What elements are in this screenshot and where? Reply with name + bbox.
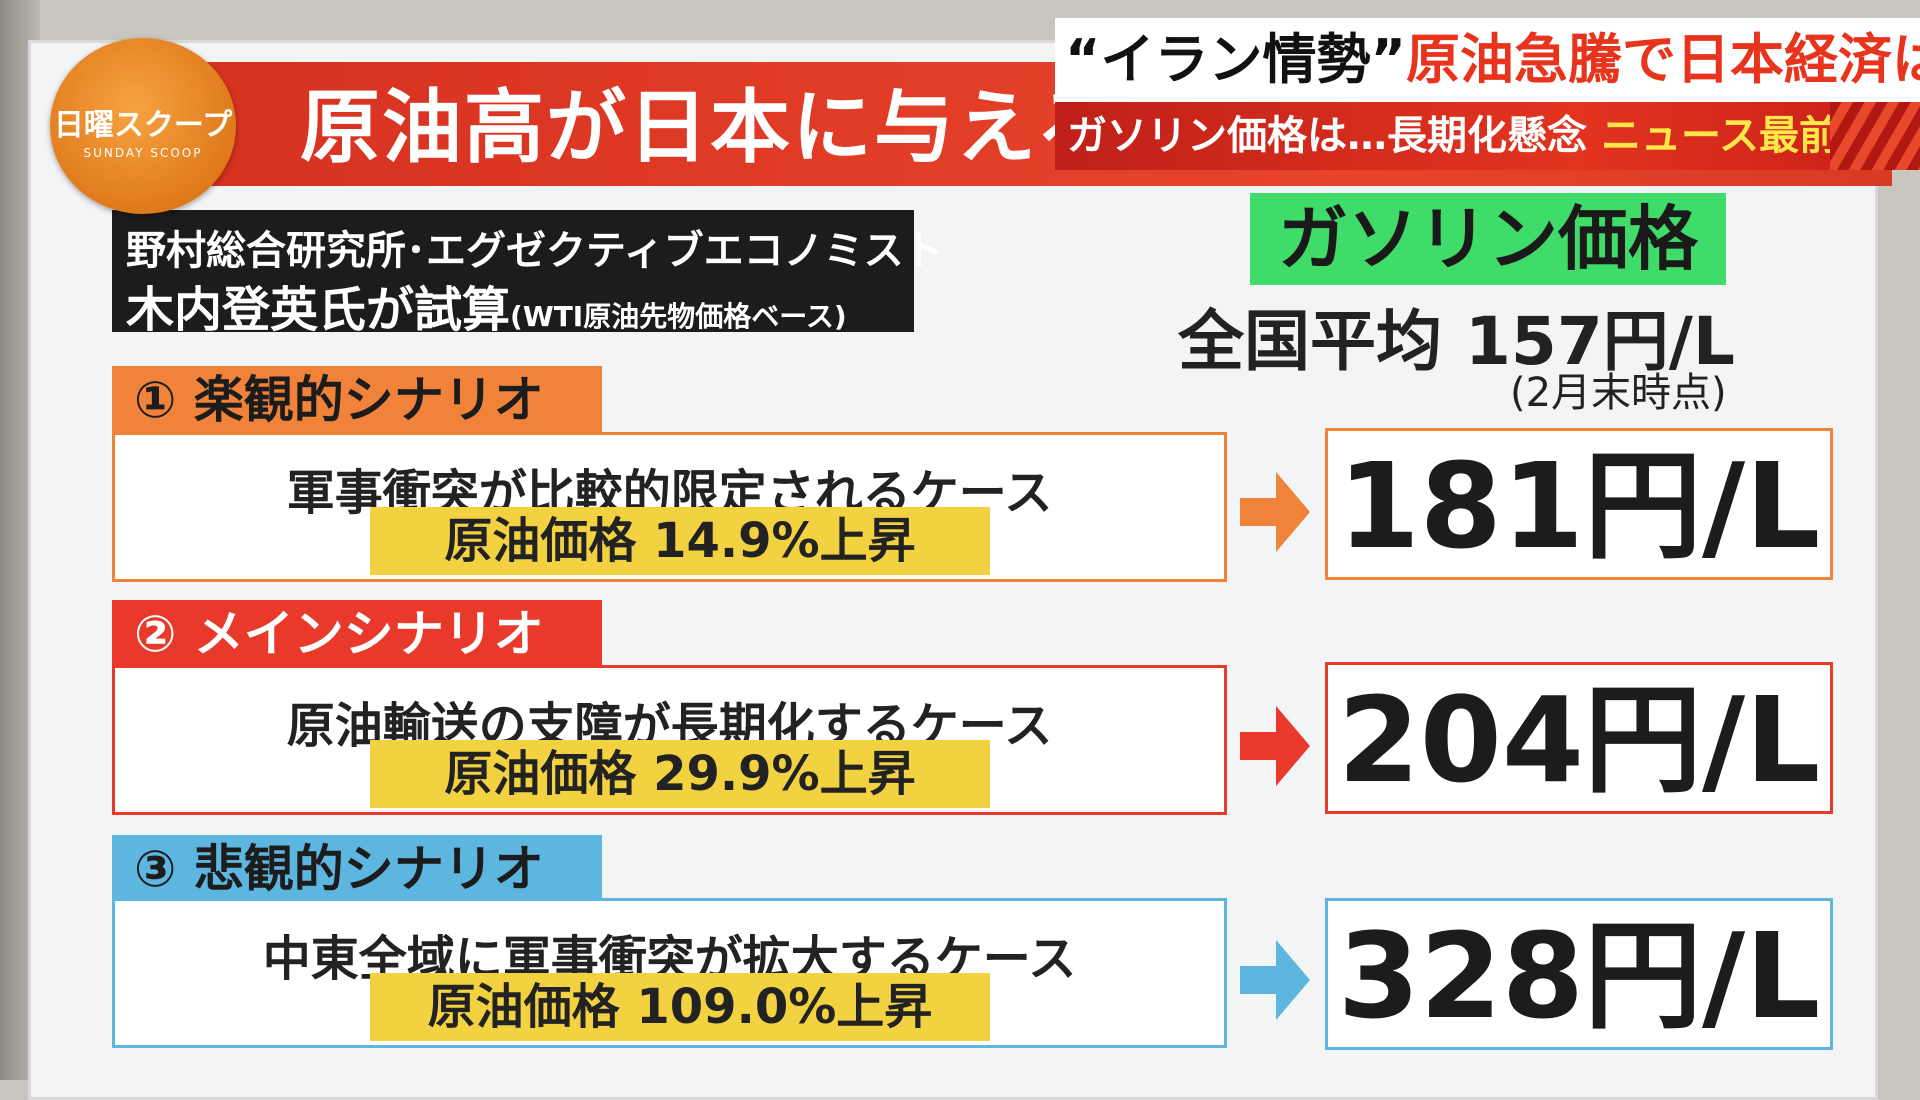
average-date-note: (2月末時点) [1510,370,1727,416]
ticker-headline-text: 原油急騰で日本経済は? [1405,28,1920,91]
scenario-case-2: 原油輸送の支障が長期化するケース 原油価格 29.9%上昇 [112,665,1227,815]
source-line2: 木内登英氏が試算(WTI原油先物価格ベース) [126,270,847,340]
arrow-icon [1240,472,1310,552]
price-1: 181円/L [1325,428,1833,580]
price-3: 328円/L [1325,898,1833,1050]
price-2: 204円/L [1325,662,1833,814]
logo-text: 日曜スクープ [53,108,233,143]
source-name: 木内登英氏が試算 [126,282,511,338]
source-line1: 野村総合研究所･エグゼクティブエコノミスト [126,228,944,274]
national-average: 全国平均 157円/L [1178,303,1735,380]
scenario-case-3: 中東全域に軍事衝突が拡大するケース 原油価格 109.0%上昇 [112,898,1227,1048]
ticker-stripes [1830,102,1920,170]
program-logo: 日曜スクープ SUNDAY SCOOP [50,38,236,214]
gasoline-label: ガソリン価格 [1250,193,1726,285]
ticker-subline: ガソリン価格は…長期化懸念 ニュース最前線 [1055,102,1920,170]
source-note: (WTI原油先物価格ベース) [510,300,847,333]
scenario-label-2: ② メインシナリオ [112,600,602,668]
board-title: 原油高が日本に与える [300,81,1060,174]
logo-subtext: SUNDAY SCOOP [83,146,203,160]
oil-rise-1: 原油価格 14.9%上昇 [370,507,990,575]
scenario-label-3: ③ 悲観的シナリオ [112,835,602,903]
source-box: 野村総合研究所･エグゼクティブエコノミスト 木内登英氏が試算(WTI原油先物価格… [112,210,944,338]
scenario-label-1: ① 楽観的シナリオ [112,366,602,434]
ticker-sub-text: ガソリン価格は…長期化懸念 [1067,113,1587,159]
arrow-icon [1240,706,1310,786]
ticker-headline: “イラン情勢”原油急騰で日本経済は? [1055,18,1920,102]
oil-rise-3: 原油価格 109.0%上昇 [370,973,990,1041]
arrow-icon [1240,940,1310,1020]
scenario-case-1: 軍事衝突が比較的限定されるケース 原油価格 14.9%上昇 [112,432,1227,582]
oil-rise-2: 原油価格 29.9%上昇 [370,740,990,808]
ticker-quote: “イラン情勢” [1065,28,1406,91]
